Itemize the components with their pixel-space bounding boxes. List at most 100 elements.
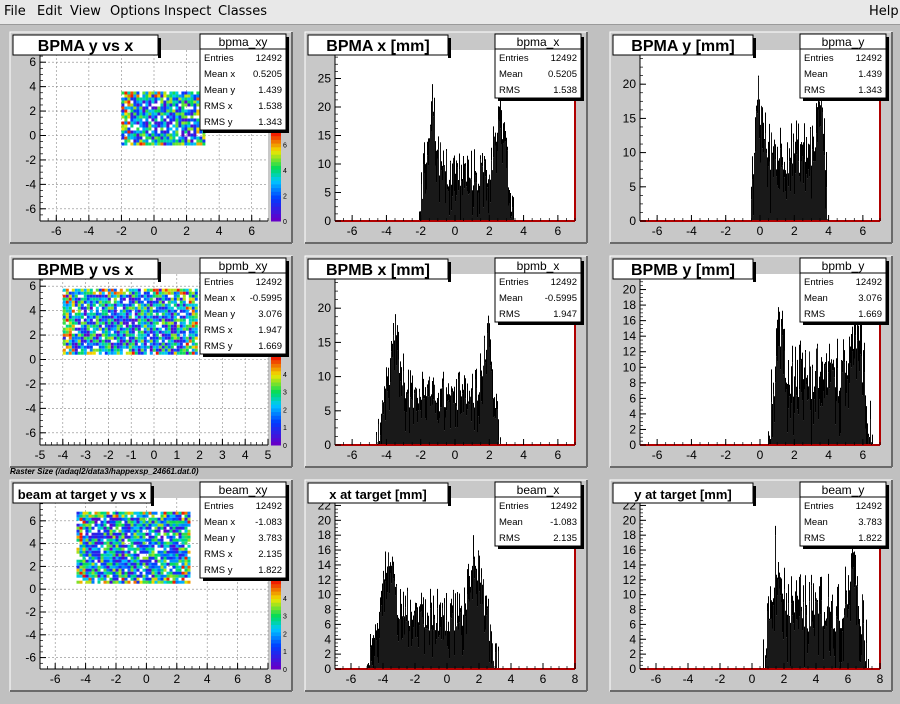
menu-view[interactable]: View	[70, 4, 101, 19]
heatmap-cell	[77, 327, 81, 331]
heatmap-cell	[80, 306, 84, 310]
menu-inspect[interactable]: Inspect	[164, 4, 212, 19]
heatmap-cell	[148, 103, 152, 107]
heatmap-cell	[187, 112, 191, 116]
heatmap-cell	[184, 562, 188, 566]
heatmap-cell	[194, 333, 198, 337]
menu-classes[interactable]: Classes	[218, 4, 267, 19]
heatmap-cell	[85, 541, 89, 545]
heatmap-cell	[136, 562, 140, 566]
heatmap-cell	[115, 577, 119, 581]
heatmap-cell	[124, 553, 128, 557]
title-box-shadow	[448, 38, 451, 58]
heatmap-cell	[113, 306, 117, 310]
menu-help[interactable]: Help	[869, 4, 899, 19]
heatmap-cell	[131, 303, 135, 307]
heatmap-cell	[181, 112, 185, 116]
heatmap-cell	[163, 112, 167, 116]
heatmap-cell	[142, 514, 146, 518]
heatmap-cell	[187, 550, 191, 554]
heatmap-cell	[187, 511, 191, 515]
menu-edit[interactable]: Edit	[37, 4, 63, 19]
heatmap-cell	[127, 568, 131, 572]
heatmap-cell	[175, 526, 179, 530]
heatmap-cell	[149, 324, 153, 328]
heatmap-cell	[193, 100, 197, 104]
heatmap-cell	[77, 342, 81, 346]
heatmap-cell	[160, 124, 164, 128]
heatmap-cell	[142, 541, 146, 545]
heatmap-cell	[124, 529, 128, 533]
heatmap-cell	[107, 288, 111, 292]
heatmap-cell	[80, 324, 84, 328]
heatmap-cell	[145, 514, 149, 518]
heatmap-cell	[184, 568, 188, 572]
heatmap-cell	[74, 288, 78, 292]
heatmap-cell	[85, 523, 89, 527]
heatmap-cell	[143, 306, 147, 310]
heatmap-cell	[178, 112, 182, 116]
heatmap-cell	[142, 538, 146, 542]
heatmap-cell	[140, 321, 144, 325]
pad-2[interactable]: -6-4-20246051015202530BPMA x [mm]bpma_xE…	[304, 31, 588, 244]
heatmap-cell	[151, 133, 155, 137]
heatmap-cell	[173, 333, 177, 337]
colorbar-segment	[271, 657, 281, 663]
heatmap-cell	[148, 511, 152, 515]
heatmap-cell	[166, 535, 170, 539]
heatmap-cell	[191, 345, 195, 349]
heatmap-cell	[76, 574, 80, 578]
heatmap-cell	[80, 336, 84, 340]
heatmap-cell	[131, 339, 135, 343]
title-box-shadow	[448, 486, 451, 506]
heatmap-cell	[118, 529, 122, 533]
heatmap-cell	[121, 523, 125, 527]
heatmap-cell	[98, 297, 102, 301]
heatmap-cell	[146, 297, 150, 301]
heatmap-cell	[133, 523, 137, 527]
heatmap-cell	[160, 541, 164, 545]
heatmap-cell	[98, 351, 102, 355]
heatmap-cell	[94, 520, 98, 524]
heatmap-cell	[85, 574, 89, 578]
heatmap-cell	[130, 142, 134, 146]
heatmap-cell	[103, 520, 107, 524]
root-canvas[interactable]: Raster Size (/adaql2/data3/happexsp_2466…	[0, 25, 900, 700]
heatmap-cell	[170, 318, 174, 322]
heatmap-cell	[196, 100, 200, 104]
heatmap-cell	[166, 544, 170, 548]
pad-5[interactable]: -6-4-202460510152025BPMB x [mm]bpmb_xEnt…	[304, 255, 588, 468]
heatmap-cell	[167, 303, 171, 307]
heatmap-cell	[97, 568, 101, 572]
heatmap-cell	[113, 318, 117, 322]
stats-label: Mean	[804, 69, 828, 80]
heatmap-cell	[86, 291, 90, 295]
heatmap-cell	[163, 142, 167, 146]
heatmap-cell	[190, 91, 194, 95]
heatmap-cell	[194, 309, 198, 313]
menu-options[interactable]: Options	[110, 4, 161, 19]
heatmap-cell	[62, 348, 66, 352]
heatmap-cell	[163, 139, 167, 143]
heatmap-cell	[103, 556, 107, 560]
pad-6[interactable]: -6-4-202460246810121416182022BPMB y [mm]…	[609, 255, 893, 468]
heatmap-cell	[148, 94, 152, 98]
heatmap-cell	[113, 303, 117, 307]
heatmap-cell	[97, 580, 101, 584]
heatmap-cell	[137, 345, 141, 349]
colorbar-segment	[271, 158, 281, 163]
heatmap-cell	[110, 348, 114, 352]
stats-value: 2.135	[553, 533, 577, 544]
x-tick-label: 6	[555, 448, 562, 462]
heatmap-cell	[89, 306, 93, 310]
heatmap-cell	[155, 342, 159, 346]
heatmap-cell	[169, 106, 173, 110]
heatmap-cell	[68, 333, 72, 337]
menu-file[interactable]: File	[4, 4, 26, 19]
